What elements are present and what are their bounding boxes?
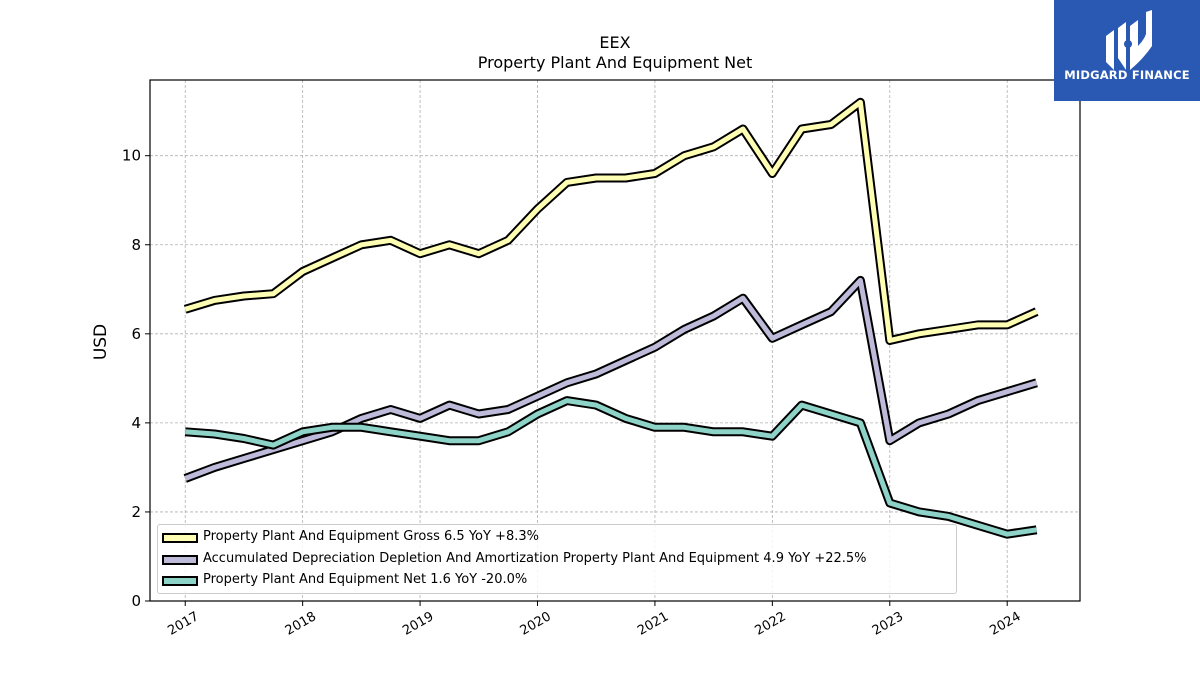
x-tick-label: 2023: [870, 609, 906, 639]
grid-layer: [150, 80, 1080, 602]
legend-label-net: Property Plant And Equipment Net 1.6 YoY…: [203, 572, 528, 587]
logo-text: MIDGARD FINANCE: [1064, 68, 1190, 82]
y-tick-label: 10: [122, 147, 141, 165]
logo-mark-icon: [1106, 10, 1152, 70]
y-tick-label: 2: [131, 503, 141, 521]
legend-item-gross: Property Plant And Equipment Gross 6.5 Y…: [158, 528, 956, 548]
x-tick-label: 2024: [987, 609, 1023, 639]
series-outline: [184, 396, 1038, 539]
plot-frame: [149, 79, 1081, 602]
x-tick-label: 2020: [518, 609, 554, 639]
legend-swatch-accumulated-depreciation: [162, 555, 198, 565]
midgard-finance-logo: MIDGARD FINANCE: [1054, 0, 1200, 101]
series-outline: [183, 275, 1038, 483]
x-tick-label: 2018: [283, 609, 319, 639]
y-tick-label: 0: [131, 592, 141, 610]
chart-subtitle: Property Plant And Equipment Net: [477, 53, 753, 72]
legend-swatch-gross: [162, 533, 198, 543]
x-tick-label: 2019: [400, 609, 436, 639]
x-tick-label: 2017: [165, 609, 201, 639]
legend-swatch-net: [162, 576, 198, 586]
legend-item-accumulated-depreciation: Accumulated Depreciation Depletion And A…: [158, 550, 956, 570]
y-tick-label: 4: [131, 414, 141, 432]
series-line: [185, 398, 1037, 537]
y-tick-label: 8: [131, 236, 141, 254]
x-tick-label: 2021: [635, 609, 671, 639]
series-layer: [183, 97, 1039, 539]
series-line: [184, 277, 1038, 481]
series-outline: [183, 97, 1039, 345]
series-line: [184, 99, 1038, 343]
legend-item-net: Property Plant And Equipment Net 1.6 YoY…: [158, 571, 956, 591]
y-tick-label: 6: [131, 325, 141, 343]
x-tick-label: 2022: [753, 609, 789, 639]
y-axis-label: USD: [91, 324, 111, 360]
chart-legend: Property Plant And Equipment Gross 6.5 Y…: [157, 524, 957, 594]
legend-label-accumulated-depreciation: Accumulated Depreciation Depletion And A…: [203, 551, 867, 566]
chart-title: EEX: [599, 33, 631, 52]
legend-label-gross: Property Plant And Equipment Gross 6.5 Y…: [203, 529, 539, 544]
